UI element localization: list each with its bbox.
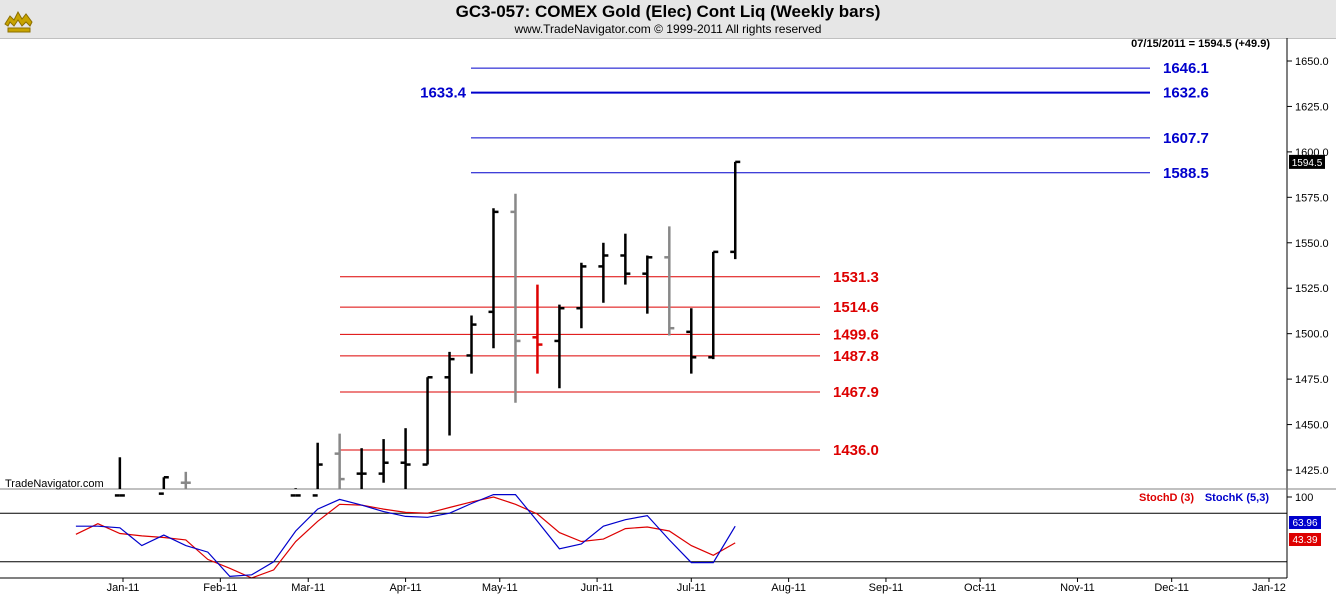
time-axis: Jan-11 Feb-11 Mar-11 Apr-11 May-11 Jun-11 Jul-… <box>0 577 1287 594</box>
last-price-tag-label: 1594.5 <box>1292 158 1323 169</box>
price-tick-label: 1525.0 <box>1295 283 1329 295</box>
time-tick-label: Jul-11 <box>677 582 706 594</box>
level-label: 1632.6 <box>1163 85 1209 102</box>
ohlc-bar <box>620 233 631 285</box>
ohlc-bar <box>312 442 323 497</box>
time-tick-label: Mar-11 <box>291 582 325 594</box>
time-tick-label: Dec-11 <box>1154 582 1189 594</box>
stoch-tick-label: 100 <box>1295 492 1313 504</box>
ohlc-bar <box>180 471 191 489</box>
level-label: 1531.3 <box>833 269 879 286</box>
legend-stochd: StochD (3) <box>1139 492 1194 504</box>
ohlc-bar <box>554 304 565 389</box>
ohlc-bar <box>422 376 433 466</box>
level-label: 1487.8 <box>833 348 879 365</box>
ohlc-bar <box>488 208 499 349</box>
price-tick-label: 1650.0 <box>1295 56 1329 68</box>
ohlc-bar <box>576 262 587 329</box>
level-label: 1436.0 <box>833 442 879 459</box>
ohlc-bar <box>510 193 521 403</box>
level-label: 1499.6 <box>833 326 879 343</box>
time-tick-label: Jan-11 <box>107 582 140 594</box>
chart-title: GC3-057: COMEX Gold (Elec) Cont Liq (Wee… <box>455 2 881 21</box>
stochastic-pane: 100 StochD (3) StochK (5,3) 63.96 43.39 <box>0 492 1321 579</box>
price-tick-label: 1475.0 <box>1295 374 1329 386</box>
copyright-line: www.TradeNavigator.com © 1999-2011 All r… <box>514 22 822 36</box>
price-tick-label: 1500.0 <box>1295 329 1329 341</box>
price-tick-label: 1450.0 <box>1295 420 1329 432</box>
ohlc-bar <box>290 488 301 497</box>
ohlc-bar <box>686 308 697 374</box>
price-tick-label: 1625.0 <box>1295 101 1329 113</box>
legend-stochk: StochK (5,3) <box>1205 492 1270 504</box>
ohlc-bar <box>114 457 125 497</box>
time-tick-label: Sep-11 <box>869 582 904 594</box>
time-tick-label: Apr-11 <box>389 582 421 594</box>
ohlc-bar <box>158 476 169 495</box>
ohlc-bar <box>466 315 477 374</box>
watermark: TradeNavigator.com <box>5 478 104 490</box>
time-tick-label: Aug-11 <box>771 582 806 594</box>
price-pane: 1425.0 1450.0 1475.0 1500.0 1525.0 1550.0 1575… <box>0 38 1336 578</box>
level-label: 1588.5 <box>1163 165 1209 182</box>
time-tick-label: Oct-11 <box>964 582 996 594</box>
stochk-value-label: 63.96 <box>1292 518 1317 529</box>
ohlc-bar <box>708 250 719 360</box>
chart-header: GC3-057: COMEX Gold (Elec) Cont Liq (Wee… <box>0 0 1336 39</box>
last-value-readout: 07/15/2011 = 1594.5 (+49.9) <box>1131 38 1270 50</box>
ohlc-bar <box>356 448 367 489</box>
level-label: 1607.7 <box>1163 130 1209 147</box>
time-tick-label: Jun-11 <box>581 582 614 594</box>
stoch-series-line <box>75 494 736 578</box>
ohlc-bar <box>730 160 741 260</box>
ohlc-bar <box>444 351 455 436</box>
ohlc-bar <box>664 226 675 336</box>
stochd-value-label: 43.39 <box>1292 535 1317 546</box>
ohlc-bar <box>532 284 543 374</box>
level-label: 1467.9 <box>833 384 879 401</box>
ohlc-bar <box>642 255 653 314</box>
ohlc-bar <box>598 242 609 303</box>
stochk-value-tag <box>1289 516 1321 529</box>
ohlc-bar <box>378 439 389 483</box>
level-label: 1514.6 <box>833 299 879 316</box>
price-tick-label: 1550.0 <box>1295 238 1329 250</box>
stoch-series-line <box>75 496 736 579</box>
bull-logo-icon <box>2 2 36 41</box>
price-tick-label: 1575.0 <box>1295 192 1329 204</box>
last-price-tag <box>1289 154 1325 169</box>
time-tick-label: Feb-11 <box>203 582 237 594</box>
time-tick-label: May-11 <box>482 582 518 594</box>
ohlc-bar <box>400 428 411 489</box>
price-tick-label: 1425.0 <box>1295 465 1329 477</box>
time-tick-label: Jan-12 <box>1252 582 1286 594</box>
level-left-label: 1633.4 <box>420 85 467 102</box>
stochd-value-tag <box>1289 533 1321 546</box>
ohlc-bar <box>334 433 345 489</box>
time-tick-label: Nov-11 <box>1060 582 1095 594</box>
level-label: 1646.1 <box>1163 60 1209 77</box>
